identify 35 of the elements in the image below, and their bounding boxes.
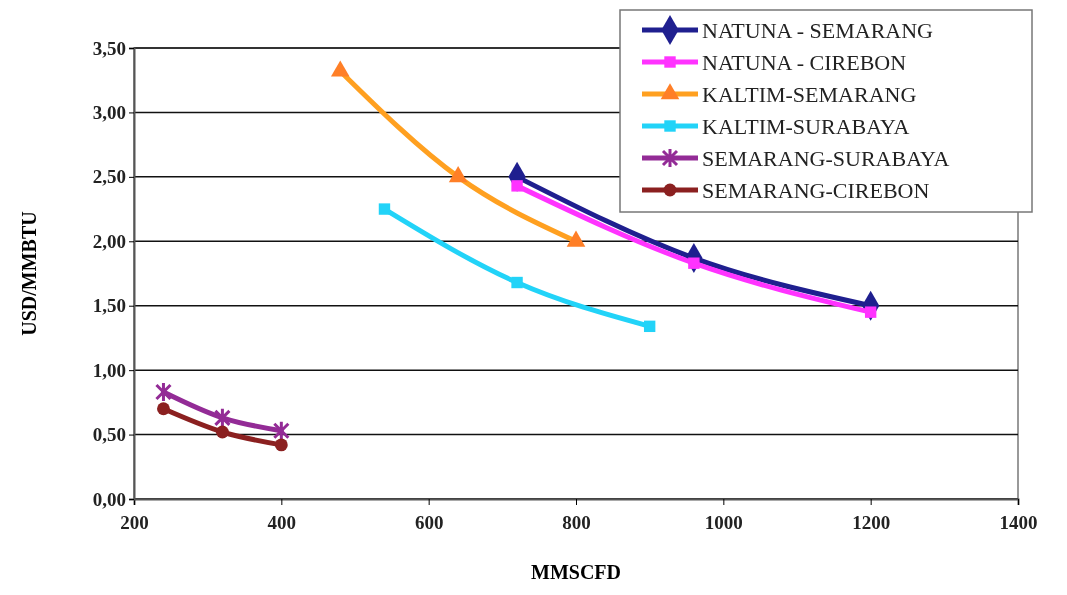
x-tick-label: 1200 (852, 511, 891, 533)
legend-label: KALTIM-SEMARANG (702, 82, 917, 107)
x-tick-label: 200 (120, 511, 149, 533)
y-tick-label: 1,00 (92, 359, 126, 381)
x-tick-label: 600 (414, 511, 444, 533)
x-tick-label: 1400 (999, 511, 1038, 533)
point (643, 320, 656, 333)
y-tick-label: 0,00 (92, 488, 126, 510)
x-axis-title: MMSCFD (531, 561, 621, 583)
point (511, 180, 523, 192)
point (215, 425, 229, 439)
point (330, 60, 350, 77)
point (274, 438, 288, 452)
point (272, 420, 290, 442)
legend-label: KALTIM-SURABAYA (702, 114, 910, 139)
y-tick-label: 2,00 (92, 230, 126, 252)
point (448, 166, 468, 183)
legend-label: NATUNA - CIREBON (702, 50, 907, 75)
legend-label: SEMARANG-CIREBON (702, 178, 930, 203)
x-tick-label: 400 (267, 511, 297, 533)
y-tick-label: 1,50 (92, 295, 126, 317)
point (378, 203, 391, 215)
legend-label: SEMARANG-SURABAYA (702, 146, 950, 171)
y-tick-label: 3,50 (92, 37, 126, 59)
y-tick-label: 2,50 (92, 166, 126, 188)
y-tick-label: 0,50 (92, 424, 126, 446)
y-axis-title: USD/MMBTU (18, 211, 40, 336)
x-tick-label: 1000 (704, 511, 743, 533)
y-tick-label: 3,00 (92, 102, 126, 124)
point (157, 402, 170, 416)
point (213, 407, 231, 429)
x-tick-label: 800 (562, 511, 591, 533)
legend-label: NATUNA - SEMARANG (702, 18, 934, 43)
point (154, 381, 172, 403)
point (511, 276, 523, 289)
